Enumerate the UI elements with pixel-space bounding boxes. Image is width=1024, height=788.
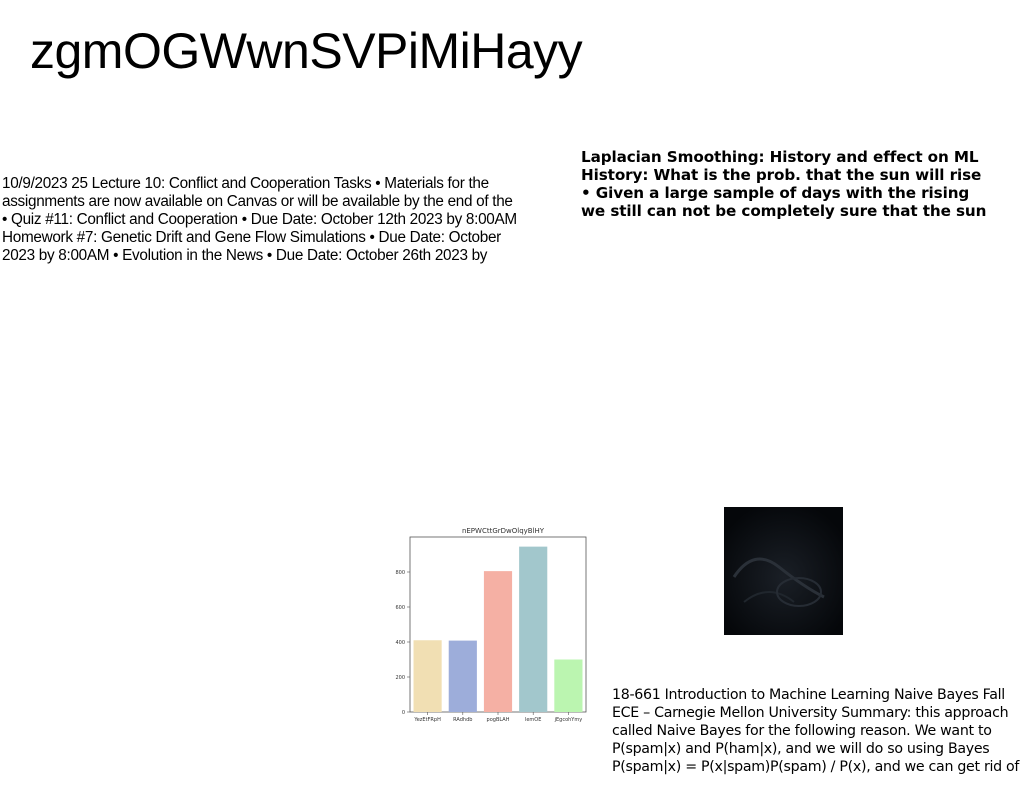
dark-photo: [724, 507, 843, 635]
text-line: P(spam|x) = P(x|spam)P(spam) / P(x), and…: [612, 759, 1020, 775]
page-title: zgmOGWwnSVPiMiHayy: [30, 23, 583, 79]
bar-RAdhdb: [448, 640, 477, 712]
lecture-notes-text: 10/9/2023 25 Lecture 10: Conflict and Co…: [2, 175, 572, 265]
text-line: ECE – Carnegie Mellon University Summary…: [612, 705, 1009, 721]
y-tick-label: 800: [395, 570, 405, 576]
bar-pogBLAH: [483, 571, 513, 712]
x-tick-label: jEgcohYmy: [554, 717, 583, 723]
y-tick-label: 200: [395, 675, 405, 681]
text-line: • Quiz #11: Conflict and Cooperation • D…: [2, 211, 517, 228]
text-line: 10/9/2023 25 Lecture 10: Conflict and Co…: [2, 175, 489, 192]
text-line: 18-661 Introduction to Machine Learning …: [612, 687, 1005, 703]
photo-image: [724, 507, 843, 635]
y-tick-label: 600: [395, 605, 405, 611]
text-line: we still can not be completely sure that…: [581, 202, 987, 220]
text-line: called Naive Bayes for the following rea…: [612, 723, 992, 739]
bar-YezEtFRpH: [413, 640, 442, 712]
text-line: • Given a large sample of days with the …: [581, 184, 970, 202]
bar-lemOE: [519, 546, 548, 712]
x-tick-label: YezEtFRpH: [413, 717, 441, 723]
x-tick-label: pogBLAH: [487, 717, 510, 723]
chart-title: nEPWCttGrDwOlqyBlHY: [462, 527, 545, 535]
y-tick-label: 400: [395, 640, 405, 646]
text-line: History: What is the prob. that the sun …: [581, 166, 982, 184]
laplacian-smoothing-text: Laplacian Smoothing: History and effect …: [581, 148, 1024, 220]
y-tick-label: 0: [402, 710, 405, 716]
text-line: P(spam|x) and P(ham|x), and we will do s…: [612, 741, 990, 757]
text-line: assignments are now available on Canvas …: [2, 193, 513, 210]
text-line: Laplacian Smoothing: History and effect …: [581, 148, 979, 166]
bar-chart: nEPWCttGrDwOlqyBlHY 0 200 400 600 800 YezEtFR…: [395, 527, 587, 723]
x-tick-label: RAdhdb: [453, 717, 472, 723]
naive-bayes-text: 18-661 Introduction to Machine Learning …: [612, 686, 1024, 776]
text-line: Homework #7: Genetic Drift and Gene Flow…: [2, 229, 501, 246]
bar-jEgcohYmy: [554, 659, 583, 712]
x-tick-label: lemOE: [525, 717, 541, 723]
text-line: 2023 by 8:00AM • Evolution in the News •…: [2, 247, 488, 264]
